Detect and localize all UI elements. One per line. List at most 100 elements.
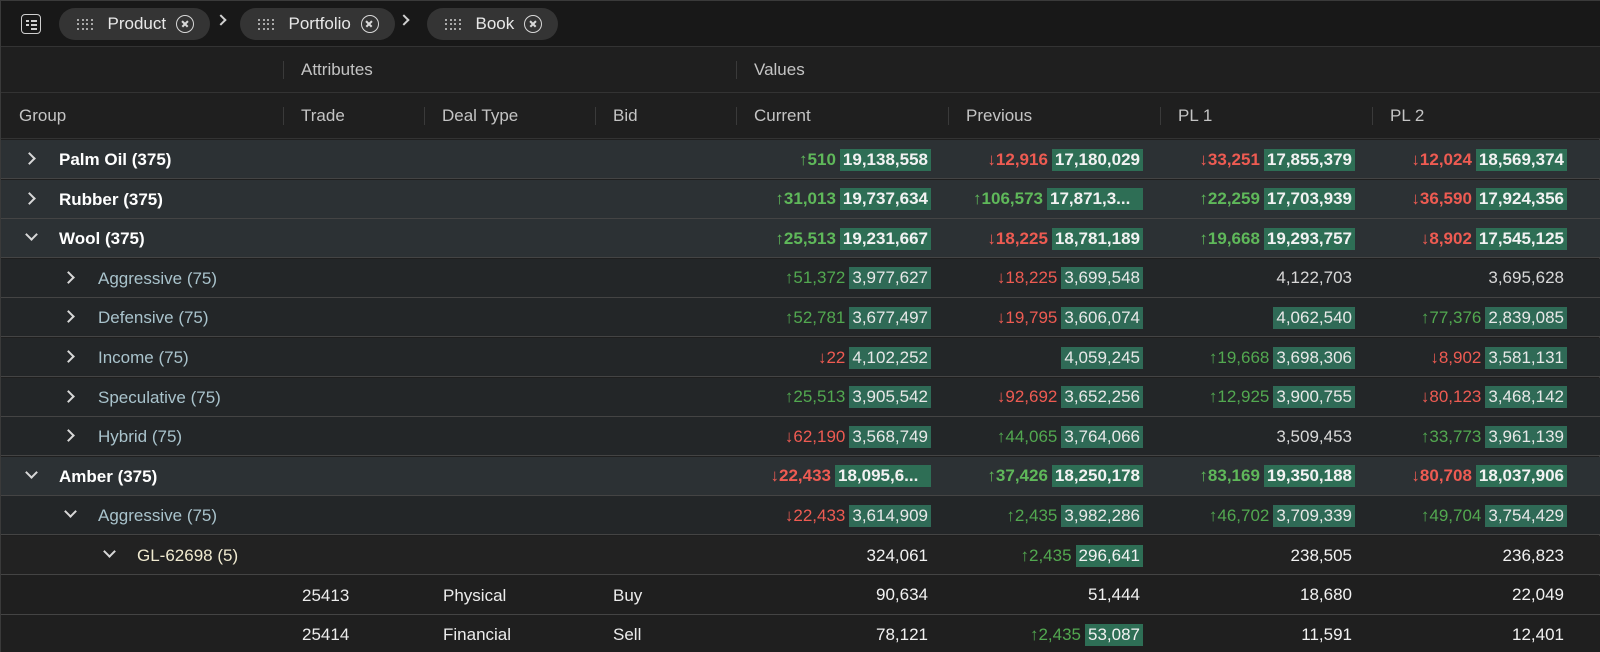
cell-previous[interactable]: ↓12,916 17,180,029 [938,140,1143,179]
group-row[interactable]: Palm Oil (375) ↑510 19,138,558 ↓12,916 17,18… [1,140,1600,179]
header-group[interactable]: Group [19,106,67,125]
cell-pl1[interactable]: 4,062,540 [1150,298,1355,337]
group-row[interactable]: GL-62698 (5) 324,061 ↑2,435 296,641 238,505 2… [1,536,1600,575]
cell-trade[interactable]: 25413 [302,585,350,605]
cell-pl1[interactable]: 11,591 [1150,615,1355,652]
drag-handle-icon[interactable] [77,18,93,30]
header-group-attributes[interactable]: Attributes [301,60,373,79]
cell-bid[interactable]: Sell [613,625,642,645]
cell-pl2[interactable]: ↑33,773 3,961,139 [1362,417,1567,456]
table-row[interactable]: 25414 Financial Sell 78,121 ↑2,435 53,087 11,5… [1,615,1600,652]
group-row[interactable]: Speculative (75) ↑25,513 3,905,542 ↓92,692 3… [1,377,1600,417]
chevron-right-icon[interactable] [62,270,75,284]
cell-current[interactable]: ↑510 19,138,558 [726,140,931,179]
cell-current[interactable]: ↑25,513 3,905,542 [726,378,931,417]
cell-pl2[interactable]: 236,823 [1362,536,1567,575]
cell-current[interactable]: ↓62,190 3,568,749 [726,417,931,456]
chevron-down-icon[interactable] [103,545,116,558]
group-row[interactable]: Aggressive (75) ↑51,372 3,977,627 ↓18,225 3,… [1,258,1600,298]
cell-previous[interactable]: ↑106,573 17,871,3... [938,180,1143,219]
cell-pl1[interactable]: ↑22,259 17,703,939 [1150,180,1355,219]
cell-previous[interactable]: ↓92,692 3,652,256 [938,378,1143,417]
header-previous[interactable]: Previous [966,106,1033,125]
cell-deal-type[interactable]: Financial [443,625,512,645]
cell-previous[interactable]: 4,059,245 [938,338,1143,377]
cell-current[interactable]: ↑31,013 19,737,634 [726,180,931,219]
chevron-right-icon[interactable] [62,310,75,324]
header-group-values[interactable]: Values [754,60,805,79]
cell-pl1[interactable]: ↑83,169 19,350,188 [1150,457,1355,496]
cell-bid[interactable]: Buy [613,585,643,605]
header-trade[interactable]: Trade [301,106,345,125]
remove-icon[interactable] [176,15,195,33]
group-pill-product[interactable]: Product [59,8,211,40]
cell-pl2[interactable]: ↑77,376 2,839,085 [1362,298,1567,337]
group-pill-portfolio[interactable]: Portfolio [240,8,395,40]
cell-current[interactable]: 78,121 [726,615,931,652]
cell-pl1[interactable]: ↑19,668 19,293,757 [1150,219,1355,258]
cell-pl1[interactable]: 3,509,453 [1150,417,1355,456]
group-row[interactable]: Hybrid (75) ↓62,190 3,568,749 ↑44,065 3,764,… [1,417,1600,457]
chevron-down-icon[interactable] [25,228,38,242]
remove-icon[interactable] [360,15,379,33]
drag-handle-icon[interactable] [445,18,461,30]
chevron-right-icon[interactable] [23,191,36,205]
cell-previous[interactable]: ↑2,435 3,982,286 [938,496,1143,535]
cell-previous[interactable]: ↑2,435 296,641 [938,536,1143,575]
cell-previous[interactable]: ↑37,426 18,250,178 [938,457,1143,496]
cell-pl2[interactable]: ↓80,123 3,468,142 [1362,378,1567,417]
cell-current[interactable]: 90,634 [726,576,931,615]
chevron-right-icon[interactable] [62,429,75,443]
cell-pl2[interactable]: ↓12,024 18,569,374 [1362,140,1567,179]
drag-handle-icon[interactable] [258,18,274,30]
cell-pl2[interactable]: ↓80,708 18,037,906 [1362,457,1567,496]
cell-pl1[interactable]: ↑12,925 3,900,755 [1150,378,1355,417]
group-row[interactable]: Amber (375) ↓22,433 18,095,6... ↑37,426 18,2… [1,456,1600,496]
cell-pl1[interactable]: ↑19,668 3,698,306 [1150,338,1355,377]
group-pill-book[interactable]: Book [427,8,559,40]
chevron-right-icon[interactable] [62,350,75,363]
cell-pl2[interactable]: 22,049 [1362,576,1567,615]
header-pl2[interactable]: PL 2 [1390,106,1425,125]
group-row[interactable]: Wool (375) ↑25,513 19,231,667 ↓18,225 18,781… [1,219,1600,259]
cell-current[interactable]: ↓22,433 18,095,6... [726,457,931,496]
cell-deal-type[interactable]: Physical [443,585,507,605]
cell-previous[interactable]: ↓18,225 18,781,189 [938,219,1143,258]
cell-pl2[interactable]: ↓8,902 17,545,125 [1362,219,1567,258]
cell-current[interactable]: 324,061 [726,536,931,575]
group-row[interactable]: Rubber (375) ↑31,013 19,737,634 ↑106,573 17,… [1,179,1600,219]
group-row[interactable]: Income (75) ↓22 4,102,252 4,059,245 ↑19,668 3… [1,338,1600,377]
group-row[interactable]: Aggressive (75) ↓22,433 3,614,909 ↑2,435 3,9… [1,496,1600,536]
group-row[interactable]: Defensive (75) ↑52,781 3,677,497 ↓19,795 3,6… [1,298,1600,338]
cell-previous[interactable]: 51,444 [938,576,1143,615]
cell-pl1[interactable]: ↓33,251 17,855,379 [1150,140,1355,179]
cell-previous[interactable]: ↓18,225 3,699,548 [938,259,1143,298]
cell-current[interactable]: ↑25,513 19,231,667 [726,219,931,258]
header-current[interactable]: Current [754,106,811,125]
chevron-down-icon[interactable] [25,465,38,479]
cell-current[interactable]: ↓22 4,102,252 [726,338,931,377]
chevron-right-icon[interactable] [62,389,75,403]
cell-previous[interactable]: ↑44,065 3,764,066 [938,417,1143,456]
grid-menu-icon[interactable] [21,14,41,34]
cell-pl1[interactable]: 18,680 [1150,576,1355,615]
cell-pl2[interactable]: ↓8,902 3,581,131 [1362,338,1567,377]
cell-previous[interactable]: ↓19,795 3,606,074 [938,298,1143,337]
header-pl1[interactable]: PL 1 [1178,106,1213,125]
cell-pl2[interactable]: ↑49,704 3,754,429 [1362,496,1567,535]
cell-trade[interactable]: 25414 [302,625,350,645]
chevron-right-icon[interactable] [23,152,36,165]
cell-pl1[interactable]: 4,122,703 [1150,259,1355,298]
header-deal-type[interactable]: Deal Type [442,106,519,125]
cell-pl2[interactable]: ↓36,590 17,924,356 [1362,180,1567,219]
cell-current[interactable]: ↓22,433 3,614,909 [726,496,931,535]
cell-current[interactable]: ↑52,781 3,677,497 [726,298,931,337]
cell-pl1[interactable]: ↑46,702 3,709,339 [1150,496,1355,535]
cell-pl2[interactable]: 12,401 [1362,615,1567,652]
cell-current[interactable]: ↑51,372 3,977,627 [726,259,931,298]
cell-previous[interactable]: ↑2,435 53,087 [938,615,1143,652]
header-bid[interactable]: Bid [613,106,638,125]
cell-pl2[interactable]: 3,695,628 [1362,259,1567,298]
chevron-down-icon[interactable] [64,505,77,519]
remove-icon[interactable] [524,15,543,33]
